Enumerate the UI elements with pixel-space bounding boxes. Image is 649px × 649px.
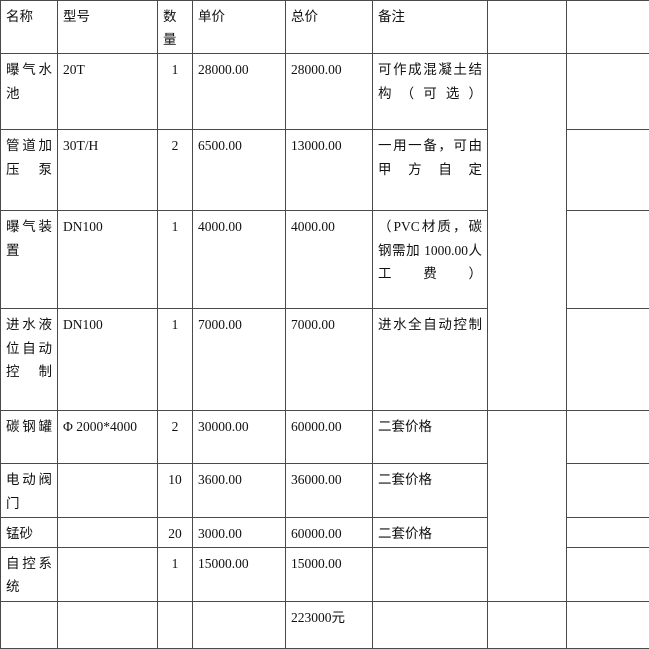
cell-total: 4000.00 — [286, 211, 373, 309]
cell-ext2 — [567, 411, 649, 464]
cell-remark — [373, 548, 488, 601]
cell-remark: 进水全自动控制 — [373, 309, 488, 411]
cell-name: 管道加压泵 — [1, 130, 58, 211]
table-header-row: 名称 型号 数量 单价 总价 备注 — [1, 1, 649, 54]
cell-ext2 — [567, 464, 649, 517]
cell-name: 电动阀门 — [1, 464, 58, 517]
cell-model — [58, 464, 158, 517]
cell-total: 7000.00 — [286, 309, 373, 411]
cell-grand-total: 223000元 — [286, 601, 373, 648]
cell-model: 30T/H — [58, 130, 158, 211]
worksheet: 名称 型号 数量 单价 总价 备注 曝气水池 20T 1 28000.00 28… — [0, 0, 649, 632]
cell-ext1-merged-bottom — [488, 411, 567, 601]
cell-price: 6500.00 — [193, 130, 286, 211]
cell-total: 36000.00 — [286, 464, 373, 517]
column-header-remark: 备注 — [373, 1, 488, 54]
cell-qty: 2 — [158, 130, 193, 211]
cell-qty: 1 — [158, 548, 193, 601]
cell-ext1-merged-top — [488, 54, 567, 411]
cell-qty: 2 — [158, 411, 193, 464]
cell-ext2 — [567, 601, 649, 648]
cell-name: 碳钢罐 — [1, 411, 58, 464]
cell-name: 锰砂 — [1, 517, 58, 547]
cell-ext2 — [567, 54, 649, 130]
cell-model: Φ 2000*4000 — [58, 411, 158, 464]
table-row: 曝气水池 20T 1 28000.00 28000.00 可作成混凝土结构（可选… — [1, 54, 649, 130]
cell-remark: 二套价格 — [373, 517, 488, 547]
cell-model — [58, 548, 158, 601]
cell-name: 自控系统 — [1, 548, 58, 601]
cell-qty: 1 — [158, 309, 193, 411]
cell-name: 曝气装置 — [1, 211, 58, 309]
cell-price: 28000.00 — [193, 54, 286, 130]
cell-qty — [158, 601, 193, 648]
cell-total: 15000.00 — [286, 548, 373, 601]
cell-total: 28000.00 — [286, 54, 373, 130]
cell-ext2 — [567, 548, 649, 601]
cell-qty: 1 — [158, 211, 193, 309]
cell-ext2 — [567, 309, 649, 411]
cell-name: 进水液位自动控制 — [1, 309, 58, 411]
cell-qty: 10 — [158, 464, 193, 517]
cell-model — [58, 601, 158, 648]
cell-model: 20T — [58, 54, 158, 130]
cell-price — [193, 601, 286, 648]
cell-price: 3000.00 — [193, 517, 286, 547]
cell-price: 4000.00 — [193, 211, 286, 309]
cell-price: 7000.00 — [193, 309, 286, 411]
cell-total: 60000.00 — [286, 411, 373, 464]
cell-name: 曝气水池 — [1, 54, 58, 130]
cell-remark: 可作成混凝土结构（可选） — [373, 54, 488, 130]
cell-total: 60000.00 — [286, 517, 373, 547]
table-total-row: 223000元 — [1, 601, 649, 648]
cell-ext1 — [488, 601, 567, 648]
cell-ext2 — [567, 211, 649, 309]
cell-qty: 1 — [158, 54, 193, 130]
cell-remark: 二套价格 — [373, 411, 488, 464]
column-header-qty: 数量 — [158, 1, 193, 54]
column-header-model: 型号 — [58, 1, 158, 54]
cell-remark: （PVC材质，碳钢需加 1000.00人工费） — [373, 211, 488, 309]
cell-remark — [373, 601, 488, 648]
cell-name — [1, 601, 58, 648]
cell-price: 3600.00 — [193, 464, 286, 517]
column-header-total: 总价 — [286, 1, 373, 54]
cell-ext2 — [567, 130, 649, 211]
cell-price: 30000.00 — [193, 411, 286, 464]
cell-remark: 二套价格 — [373, 464, 488, 517]
cell-remark: 一用一备，可由甲方自定 — [373, 130, 488, 211]
cell-model: DN100 — [58, 309, 158, 411]
column-header-ext1 — [488, 1, 567, 54]
cell-model: DN100 — [58, 211, 158, 309]
cell-model — [58, 517, 158, 547]
table-row: 碳钢罐 Φ 2000*4000 2 30000.00 60000.00 二套价格 — [1, 411, 649, 464]
column-header-name: 名称 — [1, 1, 58, 54]
column-header-ext2 — [567, 1, 649, 54]
cell-qty: 20 — [158, 517, 193, 547]
cell-ext2 — [567, 517, 649, 547]
column-header-price: 单价 — [193, 1, 286, 54]
cell-total: 13000.00 — [286, 130, 373, 211]
cell-price: 15000.00 — [193, 548, 286, 601]
